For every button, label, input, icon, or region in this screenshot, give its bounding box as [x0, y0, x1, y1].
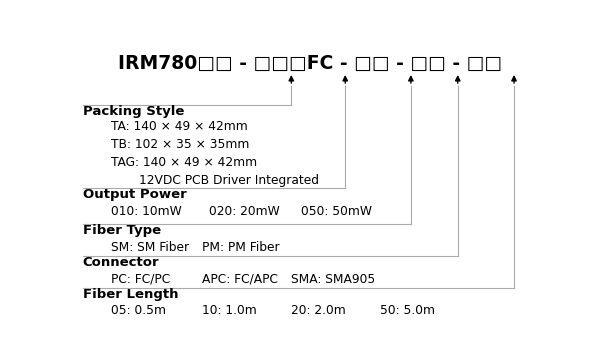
Text: PC: FC/PC: PC: FC/PC [111, 272, 170, 285]
Text: 12VDC PCB Driver Integrated: 12VDC PCB Driver Integrated [139, 174, 319, 187]
Text: TAG: 140 × 49 × 42mm: TAG: 140 × 49 × 42mm [111, 157, 257, 169]
Text: 05: 0.5m: 05: 0.5m [111, 304, 166, 317]
Text: Connector: Connector [83, 256, 159, 269]
Text: 10: 1.0m: 10: 1.0m [202, 304, 257, 317]
Text: SM: SM Fiber: SM: SM Fiber [111, 241, 189, 254]
Text: 50: 5.0m: 50: 5.0m [381, 304, 436, 317]
Text: TA: 140 × 49 × 42mm: TA: 140 × 49 × 42mm [111, 121, 247, 134]
Text: 010: 10mW: 010: 10mW [111, 205, 182, 218]
Text: PM: PM Fiber: PM: PM Fiber [202, 241, 280, 254]
Text: 050: 50mW: 050: 50mW [301, 205, 371, 218]
Text: Fiber Type: Fiber Type [83, 224, 161, 237]
Text: Output Power: Output Power [83, 188, 186, 201]
Text: Packing Style: Packing Style [83, 105, 184, 118]
Text: TB: 102 × 35 × 35mm: TB: 102 × 35 × 35mm [111, 139, 249, 151]
Text: 20: 2.0m: 20: 2.0m [292, 304, 346, 317]
Text: SMA: SMA905: SMA: SMA905 [292, 272, 376, 285]
Text: APC: FC/APC: APC: FC/APC [202, 272, 278, 285]
Text: Fiber Length: Fiber Length [83, 288, 178, 301]
Text: 020: 20mW: 020: 20mW [209, 205, 280, 218]
Text: IRM780□□ - □□□FC - □□ - □□ - □□: IRM780□□ - □□□FC - □□ - □□ - □□ [118, 54, 502, 73]
